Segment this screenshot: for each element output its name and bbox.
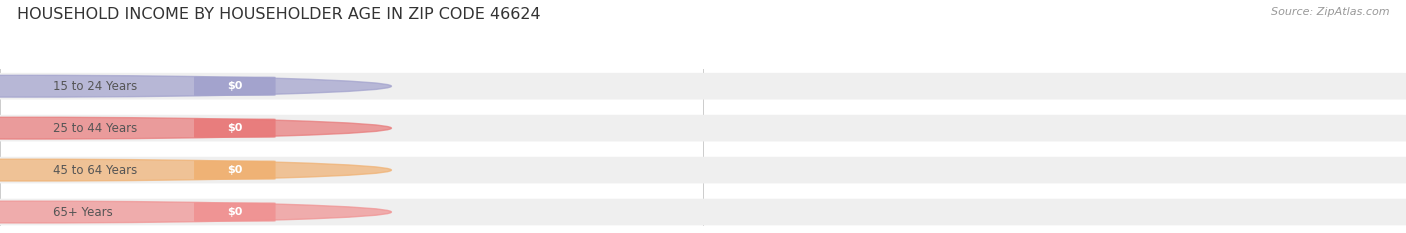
FancyBboxPatch shape [194,202,276,222]
FancyBboxPatch shape [0,199,1406,225]
FancyBboxPatch shape [0,73,1406,99]
Text: 15 to 24 Years: 15 to 24 Years [53,80,138,93]
Circle shape [0,159,391,181]
Text: $0: $0 [228,123,242,133]
Text: 65+ Years: 65+ Years [53,206,112,219]
Text: 45 to 64 Years: 45 to 64 Years [53,164,138,177]
Circle shape [0,117,391,139]
FancyBboxPatch shape [194,161,276,180]
Text: 25 to 44 Years: 25 to 44 Years [53,122,138,135]
Text: Source: ZipAtlas.com: Source: ZipAtlas.com [1271,7,1389,17]
FancyBboxPatch shape [0,115,1406,141]
Text: HOUSEHOLD INCOME BY HOUSEHOLDER AGE IN ZIP CODE 46624: HOUSEHOLD INCOME BY HOUSEHOLDER AGE IN Z… [17,7,540,22]
Text: $0: $0 [228,165,242,175]
FancyBboxPatch shape [194,119,276,138]
FancyBboxPatch shape [0,157,1406,183]
FancyBboxPatch shape [194,77,276,96]
Circle shape [0,75,391,97]
Circle shape [0,201,391,223]
Text: $0: $0 [228,81,242,91]
Text: $0: $0 [228,207,242,217]
